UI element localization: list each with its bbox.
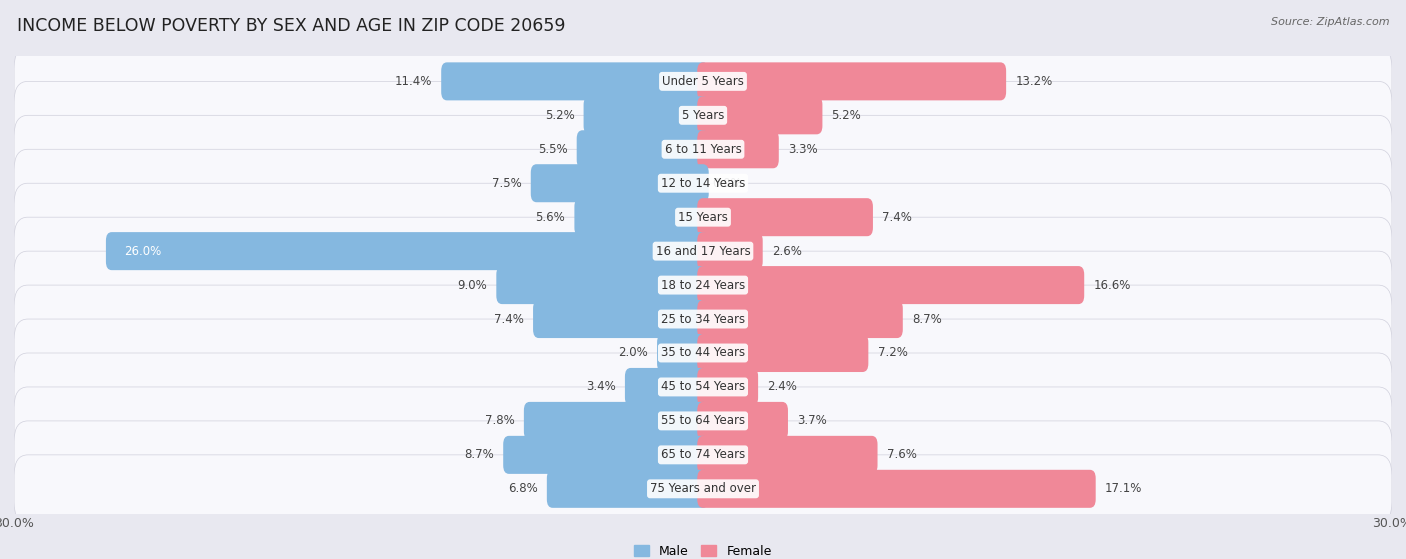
Text: 5 Years: 5 Years <box>682 109 724 122</box>
FancyBboxPatch shape <box>697 232 762 270</box>
Text: 16.6%: 16.6% <box>1094 278 1130 292</box>
FancyBboxPatch shape <box>14 149 1392 217</box>
Text: 7.4%: 7.4% <box>882 211 912 224</box>
FancyBboxPatch shape <box>14 455 1392 523</box>
Text: 18 to 24 Years: 18 to 24 Years <box>661 278 745 292</box>
Text: 2.4%: 2.4% <box>768 381 797 394</box>
FancyBboxPatch shape <box>697 402 787 440</box>
FancyBboxPatch shape <box>14 387 1392 455</box>
FancyBboxPatch shape <box>697 334 869 372</box>
Text: 3.7%: 3.7% <box>797 414 827 428</box>
Text: 5.2%: 5.2% <box>831 109 862 122</box>
FancyBboxPatch shape <box>14 183 1392 251</box>
Text: 9.0%: 9.0% <box>457 278 486 292</box>
Text: 11.4%: 11.4% <box>395 75 432 88</box>
FancyBboxPatch shape <box>624 368 709 406</box>
Text: 35 to 44 Years: 35 to 44 Years <box>661 347 745 359</box>
FancyBboxPatch shape <box>105 232 709 270</box>
Text: 65 to 74 Years: 65 to 74 Years <box>661 448 745 461</box>
FancyBboxPatch shape <box>14 48 1392 115</box>
Text: 26.0%: 26.0% <box>124 245 162 258</box>
FancyBboxPatch shape <box>547 470 709 508</box>
Text: 12 to 14 Years: 12 to 14 Years <box>661 177 745 190</box>
FancyBboxPatch shape <box>697 198 873 236</box>
FancyBboxPatch shape <box>14 421 1392 489</box>
Text: Under 5 Years: Under 5 Years <box>662 75 744 88</box>
FancyBboxPatch shape <box>657 334 709 372</box>
Text: 8.7%: 8.7% <box>464 448 494 461</box>
FancyBboxPatch shape <box>583 96 709 134</box>
FancyBboxPatch shape <box>697 130 779 168</box>
FancyBboxPatch shape <box>524 402 709 440</box>
Text: 2.0%: 2.0% <box>619 347 648 359</box>
Text: 15 Years: 15 Years <box>678 211 728 224</box>
FancyBboxPatch shape <box>14 217 1392 285</box>
Text: 3.4%: 3.4% <box>586 381 616 394</box>
Text: 7.2%: 7.2% <box>877 347 907 359</box>
Text: 2.6%: 2.6% <box>772 245 801 258</box>
FancyBboxPatch shape <box>533 300 709 338</box>
FancyBboxPatch shape <box>14 115 1392 183</box>
Text: 25 to 34 Years: 25 to 34 Years <box>661 312 745 325</box>
Text: 6.8%: 6.8% <box>508 482 537 495</box>
Text: 3.3%: 3.3% <box>787 143 818 156</box>
FancyBboxPatch shape <box>14 319 1392 387</box>
Text: Source: ZipAtlas.com: Source: ZipAtlas.com <box>1271 17 1389 27</box>
FancyBboxPatch shape <box>496 266 709 304</box>
Text: 45 to 54 Years: 45 to 54 Years <box>661 381 745 394</box>
Text: 7.5%: 7.5% <box>492 177 522 190</box>
FancyBboxPatch shape <box>531 164 709 202</box>
FancyBboxPatch shape <box>14 285 1392 353</box>
Text: 55 to 64 Years: 55 to 64 Years <box>661 414 745 428</box>
FancyBboxPatch shape <box>575 198 709 236</box>
FancyBboxPatch shape <box>14 82 1392 149</box>
FancyBboxPatch shape <box>697 436 877 474</box>
FancyBboxPatch shape <box>14 353 1392 421</box>
Text: 13.2%: 13.2% <box>1015 75 1053 88</box>
Text: 75 Years and over: 75 Years and over <box>650 482 756 495</box>
Text: 7.4%: 7.4% <box>494 312 524 325</box>
Text: 6 to 11 Years: 6 to 11 Years <box>665 143 741 156</box>
FancyBboxPatch shape <box>14 251 1392 319</box>
Text: 16 and 17 Years: 16 and 17 Years <box>655 245 751 258</box>
Text: 8.7%: 8.7% <box>912 312 942 325</box>
FancyBboxPatch shape <box>697 96 823 134</box>
FancyBboxPatch shape <box>441 63 709 101</box>
FancyBboxPatch shape <box>697 266 1084 304</box>
Text: 5.2%: 5.2% <box>544 109 575 122</box>
FancyBboxPatch shape <box>697 368 758 406</box>
FancyBboxPatch shape <box>503 436 709 474</box>
Legend: Male, Female: Male, Female <box>630 540 776 559</box>
Text: 7.8%: 7.8% <box>485 414 515 428</box>
Text: 5.6%: 5.6% <box>536 211 565 224</box>
FancyBboxPatch shape <box>697 470 1095 508</box>
FancyBboxPatch shape <box>697 300 903 338</box>
FancyBboxPatch shape <box>576 130 709 168</box>
Text: 7.6%: 7.6% <box>887 448 917 461</box>
Text: 5.5%: 5.5% <box>538 143 568 156</box>
Text: 17.1%: 17.1% <box>1105 482 1142 495</box>
Text: 0.0%: 0.0% <box>713 177 742 190</box>
Text: INCOME BELOW POVERTY BY SEX AND AGE IN ZIP CODE 20659: INCOME BELOW POVERTY BY SEX AND AGE IN Z… <box>17 17 565 35</box>
FancyBboxPatch shape <box>697 63 1007 101</box>
